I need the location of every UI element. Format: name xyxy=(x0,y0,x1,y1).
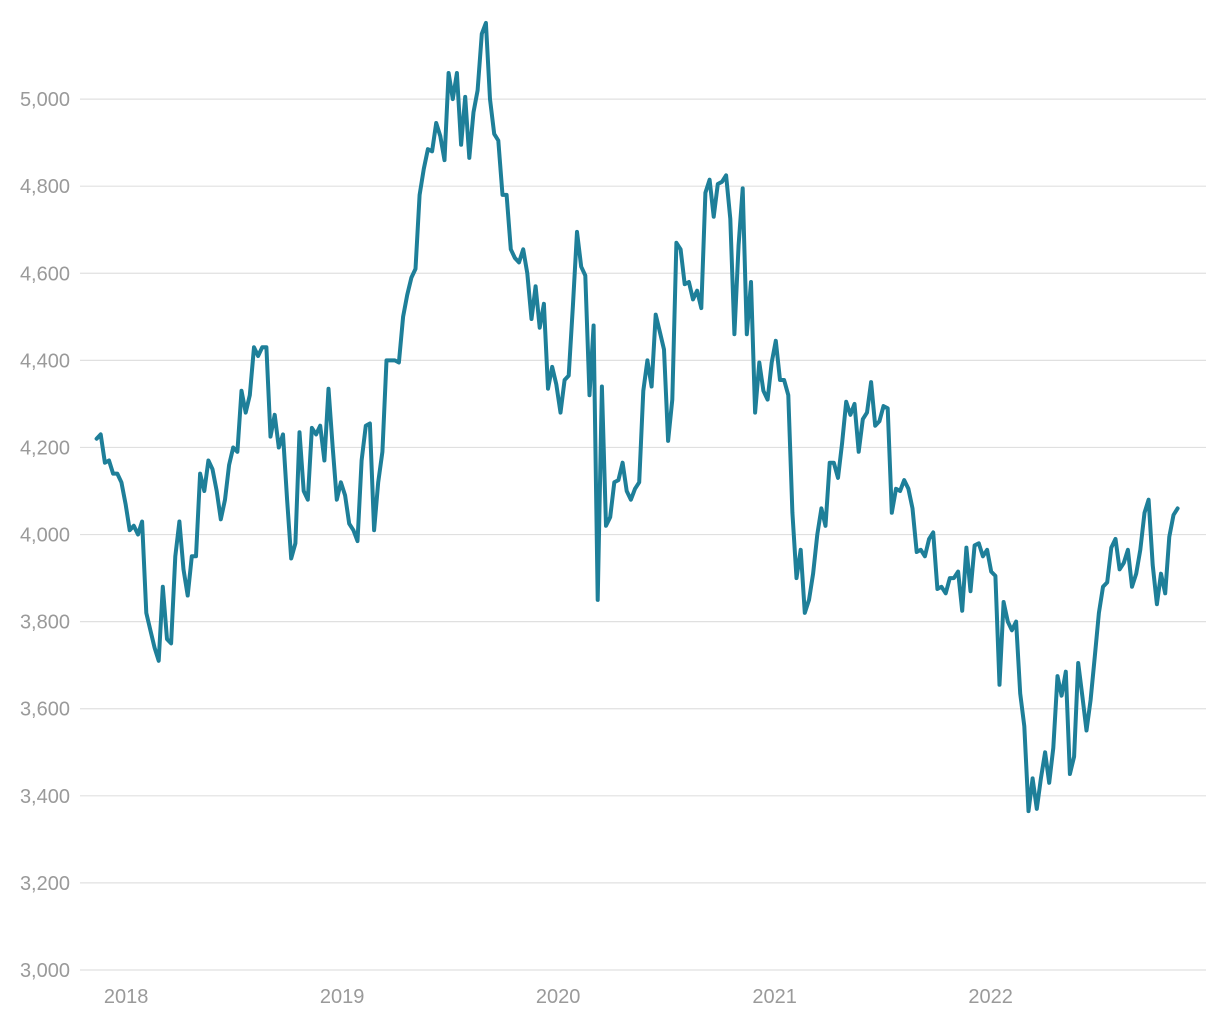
y-tick-label: 4,800 xyxy=(20,176,70,198)
y-tick-label: 3,600 xyxy=(20,699,70,721)
y-tick-label: 4,200 xyxy=(20,437,70,459)
x-tick-label: 2019 xyxy=(320,986,365,1008)
x-tick-label: 2018 xyxy=(104,986,149,1008)
y-tick-label: 4,600 xyxy=(20,263,70,285)
gridlines xyxy=(80,98,1206,971)
y-tick-label: 3,200 xyxy=(20,873,70,895)
x-axis-ticks: 2018 2019 2020 2021 2022 xyxy=(104,986,1013,1008)
y-tick-label: 3,800 xyxy=(20,612,70,634)
series-layer xyxy=(94,20,1180,814)
y-tick-label: 5,000 xyxy=(20,89,70,111)
y-tick-label: 3,400 xyxy=(20,786,70,808)
y-tick-label: 4,400 xyxy=(20,350,70,372)
x-tick-label: 2020 xyxy=(536,986,581,1008)
x-tick-label: 2022 xyxy=(968,986,1013,1008)
y-tick-label: 4,000 xyxy=(20,525,70,547)
y-tick-label: 3,000 xyxy=(20,960,70,982)
x-tick-label: 2021 xyxy=(752,986,797,1008)
series-line xyxy=(94,20,1180,814)
y-axis-ticks: 3,000 3,200 3,400 3,600 3,800 4,000 4,200 4,400… xyxy=(20,89,70,982)
